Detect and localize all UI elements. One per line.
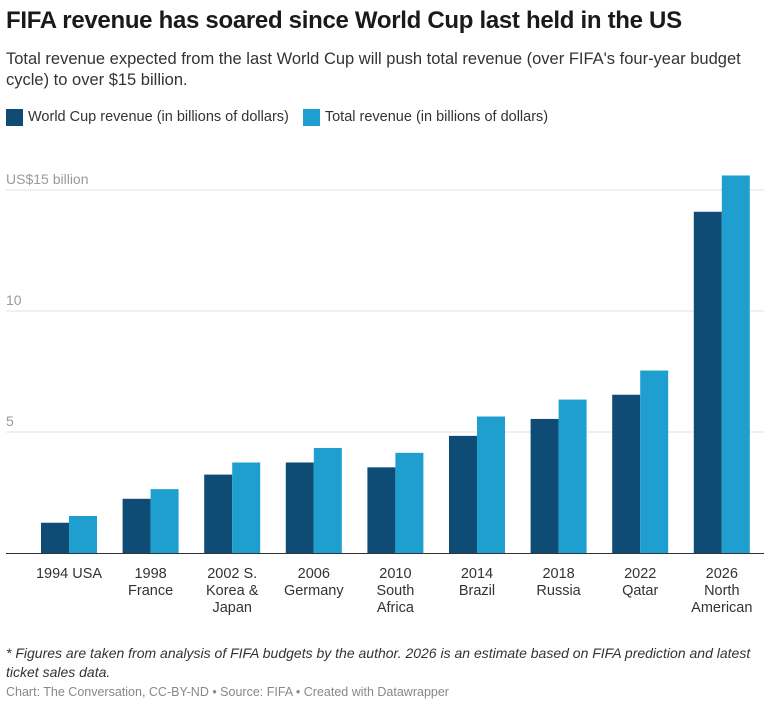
x-tick-label-line: 2014 (461, 566, 493, 582)
x-tick-label-line: Japan (212, 600, 252, 616)
x-tick-label-line: Africa (377, 600, 415, 616)
legend-label-total: Total revenue (in billions of dollars) (324, 109, 549, 125)
bar-world-cup-revenue (449, 435, 477, 553)
bar-total-revenue (640, 370, 669, 553)
x-tick-label: 2002 S. Korea & Japan (206, 566, 259, 616)
x-tick-label-line: 1998 (134, 566, 166, 582)
x-tick-label-line: Russia (536, 583, 581, 599)
bar-total-revenue (477, 416, 505, 553)
legend-item-total: Total revenue (in billions of dollars) (302, 108, 549, 126)
bar-world-cup-revenue (41, 522, 69, 553)
x-tick-label: 2014 Brazil (459, 566, 495, 599)
x-tick-label-line: 2022 (624, 566, 656, 582)
chart-subtitle: Total revenue expected from the last Wor… (6, 50, 741, 89)
y-tick-label: 10 (6, 292, 22, 308)
legend-swatch-world-cup (6, 108, 23, 126)
x-tick-label: 2006 Germany (284, 566, 344, 599)
x-tick-label-line: South (376, 583, 414, 599)
legend-label-world-cup: World Cup revenue (in billions of dollar… (28, 109, 289, 125)
x-tick-label: 1998 France (128, 566, 173, 599)
x-tick-label-line: Germany (284, 583, 344, 599)
x-tick-label: 2022 Qatar (622, 566, 658, 599)
x-tick-label-line: Qatar (622, 583, 658, 599)
bar-total-revenue (558, 399, 587, 553)
bar-total-revenue (150, 489, 179, 553)
bar-total-revenue (232, 462, 261, 553)
bar-world-cup-revenue (367, 467, 396, 553)
bar-world-cup-revenue (285, 462, 314, 553)
y-tick-label: 5 (6, 413, 14, 429)
x-tick-label-line: Brazil (459, 583, 495, 599)
bar-world-cup-revenue (122, 498, 151, 553)
x-tick-label-line: 2026 (706, 566, 738, 582)
x-tick-label-line: North (704, 583, 739, 599)
bar-world-cup-revenue (612, 394, 641, 553)
y-tick-label: US$15 billion (6, 171, 89, 187)
x-tick-label: 2010 South Africa (376, 566, 414, 616)
x-tick-label-line: 1994 USA (36, 566, 102, 582)
x-tick-label: 1994 USA (36, 566, 102, 582)
legend-swatch-total (302, 108, 320, 126)
x-tick-label-line: 2006 (298, 566, 330, 582)
footnote: * Figures are taken from analysis of FIF… (6, 645, 751, 680)
bar-total-revenue (721, 175, 750, 554)
x-tick-label-line: 2018 (542, 566, 574, 582)
credit-line: Chart: The Conversation, CC-BY-ND • Sour… (6, 685, 449, 699)
x-tick-label-line: Korea & (206, 583, 259, 599)
x-tick-label-line: 2002 S. (207, 566, 257, 582)
legend-item-world-cup: World Cup revenue (in billions of dollar… (6, 108, 289, 126)
x-tick-label: 2018 Russia (536, 566, 581, 599)
x-tick-label: 2026 North American (691, 566, 752, 616)
legend: World Cup revenue (in billions of dollar… (6, 107, 562, 127)
bar-total-revenue (69, 515, 97, 553)
bar-chart: US$15 billion 10 5 1994 USA 1998 France 2002 S… (6, 171, 764, 616)
bar-world-cup-revenue (530, 418, 559, 553)
x-tick-label-line: American (691, 600, 752, 616)
bar-total-revenue (395, 452, 424, 553)
bar-total-revenue (313, 447, 342, 553)
x-tick-label-line: 2010 (379, 566, 411, 582)
bar-world-cup-revenue (693, 211, 722, 553)
bar-world-cup-revenue (204, 474, 233, 553)
chart-title: FIFA revenue has soared since World Cup … (6, 7, 682, 34)
x-tick-label-line: France (128, 583, 173, 599)
